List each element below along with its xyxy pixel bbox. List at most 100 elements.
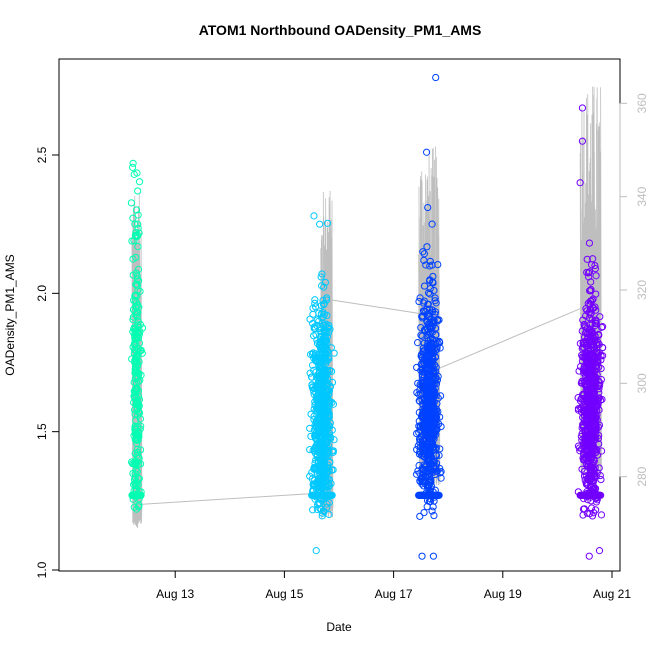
data-point <box>133 406 141 414</box>
data-point <box>321 405 329 414</box>
data-point <box>319 465 327 473</box>
data-point <box>135 178 144 186</box>
data-point <box>319 407 328 416</box>
data-point <box>131 459 140 467</box>
data-point <box>588 330 596 338</box>
data-point <box>328 378 337 386</box>
data-point <box>134 243 142 251</box>
data-point <box>310 463 318 472</box>
data-point <box>431 297 439 305</box>
data-point <box>131 425 139 434</box>
data-point <box>426 290 434 298</box>
data-point <box>595 547 604 555</box>
data-point <box>131 291 140 299</box>
series-1 <box>127 159 147 513</box>
data-point <box>309 506 317 514</box>
data-point <box>585 383 594 391</box>
data-point <box>422 489 430 497</box>
data-point <box>135 501 143 509</box>
data-point <box>597 511 606 519</box>
data-point <box>594 381 602 389</box>
data-point <box>416 469 424 477</box>
data-point <box>308 475 317 483</box>
data-point <box>307 432 315 440</box>
data-point <box>431 413 439 421</box>
x-tick-label: Aug 19 <box>484 587 522 601</box>
data-point <box>320 397 328 405</box>
data-point <box>596 471 604 480</box>
data-point <box>320 331 328 339</box>
data-point <box>311 495 319 503</box>
data-point <box>581 381 589 389</box>
data-point <box>134 387 143 395</box>
data-point <box>128 163 137 171</box>
data-point <box>413 429 421 438</box>
y-tick-label: 1.5 <box>35 423 49 440</box>
data-point <box>578 465 586 473</box>
data-point <box>437 474 445 482</box>
data-point <box>429 552 438 560</box>
data-point <box>584 269 593 277</box>
data-point <box>312 423 320 431</box>
data-point <box>313 321 321 329</box>
data-point <box>597 323 606 331</box>
data-point <box>312 383 321 391</box>
data-point <box>575 444 584 452</box>
data-point <box>129 214 137 222</box>
data-point <box>589 477 597 485</box>
data-point <box>419 422 427 430</box>
data-point <box>426 285 434 293</box>
data-point <box>321 487 329 495</box>
data-point <box>579 390 587 398</box>
data-point <box>323 448 331 457</box>
data-point <box>586 411 594 420</box>
data-point <box>311 432 319 440</box>
data-point <box>432 451 441 460</box>
data-point <box>427 339 436 347</box>
data-point <box>586 392 594 400</box>
data-point <box>133 272 141 280</box>
data-point <box>320 449 328 457</box>
data-point <box>418 477 426 485</box>
data-point <box>135 460 143 468</box>
data-point <box>591 425 600 433</box>
data-point <box>427 397 436 405</box>
data-point <box>317 273 325 281</box>
data-point <box>312 547 320 555</box>
data-point <box>134 231 142 240</box>
data-point <box>322 329 330 337</box>
data-point <box>586 403 594 411</box>
data-point <box>576 179 584 187</box>
data-point <box>588 359 596 367</box>
data-point <box>311 296 319 304</box>
data-point <box>579 316 587 324</box>
data-point <box>574 488 582 496</box>
x-tick-label: Aug 17 <box>375 587 413 601</box>
data-point <box>427 422 435 431</box>
data-point <box>581 354 589 362</box>
data-point <box>589 304 597 312</box>
data-point <box>429 380 437 388</box>
data-point <box>576 339 584 348</box>
data-point <box>316 375 324 383</box>
data-point <box>577 432 585 441</box>
y2-tick-label: 280 <box>635 466 649 486</box>
data-point <box>314 479 322 487</box>
data-point <box>590 476 598 484</box>
data-point <box>419 248 427 256</box>
data-point <box>323 375 332 383</box>
data-point <box>427 444 435 452</box>
data-point <box>319 507 328 515</box>
data-point <box>130 387 138 395</box>
data-point <box>426 257 434 265</box>
data-point <box>580 340 589 348</box>
data-point <box>130 503 138 511</box>
data-point <box>318 367 327 375</box>
data-point <box>132 206 141 214</box>
data-point <box>587 497 595 505</box>
data-point <box>129 255 137 263</box>
data-point <box>134 265 143 273</box>
data-point <box>420 282 429 290</box>
data-point <box>591 265 599 273</box>
data-point <box>311 299 319 308</box>
